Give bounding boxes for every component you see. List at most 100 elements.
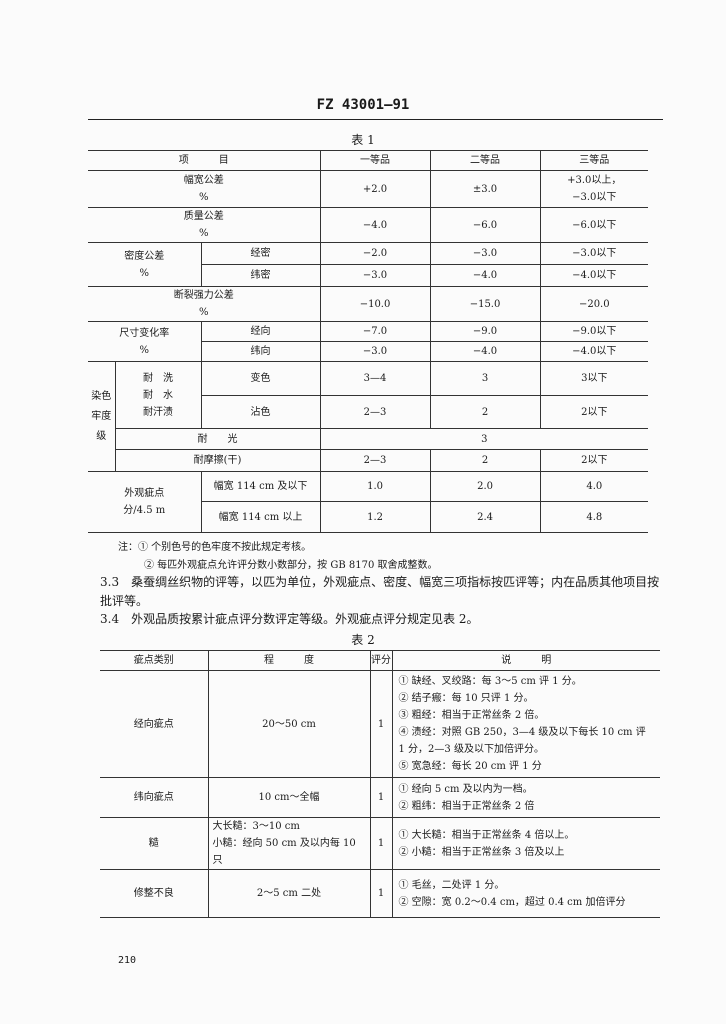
- cell: −7.0: [319, 321, 431, 342]
- row-label: 幅宽公差%: [88, 170, 321, 208]
- page-number: 210: [118, 955, 137, 966]
- defect-type: 糙: [100, 817, 209, 870]
- cell: −20.0: [539, 286, 649, 322]
- cell: −6.0以下: [539, 207, 649, 243]
- description: ① 毛丝，二处评 1 分。 ② 空隙：宽 0.2～0.4 cm，超过 0.4 cm…: [391, 869, 660, 918]
- cell: 3—4: [319, 361, 431, 396]
- table-row: 耐摩擦(干) 2—3 2 2以下: [88, 449, 649, 472]
- cell: +3.0以上， −3.0以下: [539, 170, 649, 208]
- group-label: 耐 洗耐 水耐汗渍: [114, 361, 202, 429]
- degree: 20～50 cm: [207, 670, 371, 778]
- header-desc: 说 明: [391, 650, 660, 671]
- sub-label: 沾色: [201, 395, 321, 429]
- defect-type: 修整不良: [100, 869, 209, 918]
- note-1: 注：① 个别色号的色牢度不按此规定考核。: [118, 542, 312, 553]
- cell: 2.0: [429, 471, 541, 502]
- description: ① 大长糙：相当于正常丝条 4 倍以上。 ② 小糙：相当于正常丝条 3 倍及以上: [391, 817, 660, 870]
- cell: 3以下: [539, 361, 649, 396]
- table-row: 耐 光 3: [88, 428, 649, 450]
- table1-caption: 表 1: [351, 133, 375, 147]
- cell: −9.0: [429, 321, 541, 342]
- cell: ±3.0: [429, 170, 541, 208]
- header-rule: [88, 119, 663, 120]
- sub-label: 纬向: [201, 341, 321, 362]
- table-row: 外观疵点 分/4.5 m 幅宽 114 cm 及以下 1.0 2.0 4.0: [88, 471, 649, 533]
- cell: −15.0: [429, 286, 541, 322]
- cell: −10.0: [319, 286, 431, 322]
- sub-label: 经密: [200, 242, 321, 265]
- header-degree: 程 度: [207, 650, 371, 671]
- sub-label: 耐 光: [115, 428, 321, 450]
- cell: −9.0以下: [539, 321, 649, 342]
- cell: −4.0以下: [539, 341, 649, 362]
- table-header-row: 项 目 一等品 二等品 三等品: [88, 150, 649, 171]
- cell: 1.2: [319, 501, 431, 533]
- sub-label: 经向: [200, 321, 321, 342]
- table-row: 质量公差% −4.0 −6.0 −6.0以下: [88, 207, 649, 243]
- sub-label: 幅宽 114 cm 及以下: [200, 471, 321, 502]
- table-2: 疵点类别 程 度 评分 说 明 经向疵点 20～50 cm 1 ① 缺经、叉绞路…: [100, 650, 660, 918]
- table-row: 纬向疵点 10 cm～全幅 1 ① 经向 5 cm 及以内为一档。 ② 粗纬：相当…: [100, 777, 660, 818]
- sub-label: 幅宽 114 cm 以上: [201, 501, 321, 533]
- degree: 2～5 cm 二处: [207, 869, 371, 918]
- cell: 2—3: [319, 395, 431, 429]
- header-type: 疵点类别: [100, 650, 209, 671]
- table-row: 密度公差% 经密 −2.0 −3.0 −3.0以下: [88, 242, 649, 287]
- sub-label: 纬密: [201, 264, 321, 287]
- cell: −3.0: [319, 341, 431, 362]
- table-row: 幅宽公差% +2.0 ±3.0 +3.0以上， −3.0以下: [88, 170, 649, 208]
- cell: 1.0: [319, 471, 431, 502]
- row-label: 外观疵点 分/4.5 m: [88, 471, 202, 533]
- cell: 4.8: [539, 501, 649, 533]
- cell: −4.0: [429, 264, 541, 287]
- defect-type: 纬向疵点: [100, 777, 209, 818]
- cell: −2.0: [319, 242, 431, 265]
- table-header-row: 疵点类别 程 度 评分 说 明: [100, 650, 660, 671]
- cell: 2以下: [539, 449, 649, 472]
- score: 1: [369, 670, 393, 778]
- cell: 4.0: [539, 471, 649, 502]
- cell: −3.0: [429, 242, 541, 265]
- table2-caption: 表 2: [351, 633, 375, 647]
- cell: 2: [429, 395, 541, 429]
- row-label: 染色 牢度级: [88, 361, 116, 472]
- score: 1: [369, 777, 393, 818]
- table-row: 修整不良 2～5 cm 二处 1 ① 毛丝，二处评 1 分。 ② 空隙：宽 0.2…: [100, 869, 660, 918]
- cell: 3: [319, 428, 649, 450]
- degree: 大长糙：3～10 cm 小糙：经向 50 cm 及以内每 10 只: [207, 817, 371, 870]
- standard-number: FZ 43001—91: [316, 97, 410, 113]
- header-grade1: 一等品: [319, 150, 431, 171]
- header-item: 项 目: [88, 150, 321, 171]
- cell: −4.0: [319, 207, 431, 243]
- table-row: 尺寸变化率% 经向 −7.0 −9.0 −9.0以下: [88, 321, 649, 362]
- row-label: 密度公差%: [88, 242, 202, 287]
- cell: 2—3: [319, 449, 431, 472]
- header-grade2: 二等品: [429, 150, 541, 171]
- clause-3-3-line1: 3.3 桑蚕绸丝织物的评等，以匹为单位，外观疵点、密度、幅宽三项指标按匹评等；内…: [100, 575, 660, 589]
- degree: 10 cm～全幅: [207, 777, 371, 818]
- cell: −6.0: [429, 207, 541, 243]
- description: ① 缺经、叉绞路：每 3～5 cm 评 1 分。 ② 结子瘢：每 10 只评 1 …: [391, 670, 660, 778]
- sub-label: 变色: [200, 361, 321, 396]
- cell: −4.0以下: [539, 264, 649, 287]
- table-row: 染色 牢度级 耐 洗耐 水耐汗渍 变色 3—4 3 3以下: [88, 361, 649, 472]
- cell: −3.0以下: [539, 242, 649, 265]
- score: 1: [369, 817, 393, 870]
- cell: −4.0: [429, 341, 541, 362]
- table-row: 经向疵点 20～50 cm 1 ① 缺经、叉绞路：每 3～5 cm 评 1 分。…: [100, 670, 660, 778]
- cell: 2.4: [429, 501, 541, 533]
- row-label: 尺寸变化率%: [88, 321, 202, 362]
- cell: +2.0: [319, 170, 431, 208]
- cell: −3.0: [319, 264, 431, 287]
- clause-3-4: 3.4 外观品质按累计疵点评分数评定等级。外观疵点评分规定见表 2。: [100, 612, 479, 626]
- description: ① 经向 5 cm 及以内为一档。 ② 粗纬：相当于正常丝条 2 倍: [391, 777, 660, 818]
- note-2: ② 每匹外观疵点允许评分数小数部分，按 GB 8170 取舍成整数。: [144, 560, 438, 571]
- defect-type: 经向疵点: [100, 670, 209, 778]
- table-row: 断裂强力公差% −10.0 −15.0 −20.0: [88, 286, 649, 322]
- table-row: 幅宽 114 cm 以上 1.2 2.4 4.8: [88, 501, 649, 533]
- table-1: 项 目 一等品 二等品 三等品 幅宽公差% +2.0 ±3.0 +3.0以上， −…: [88, 150, 649, 533]
- row-label: 质量公差%: [88, 207, 321, 243]
- cell: 2: [429, 449, 541, 472]
- cell: 3: [429, 361, 541, 396]
